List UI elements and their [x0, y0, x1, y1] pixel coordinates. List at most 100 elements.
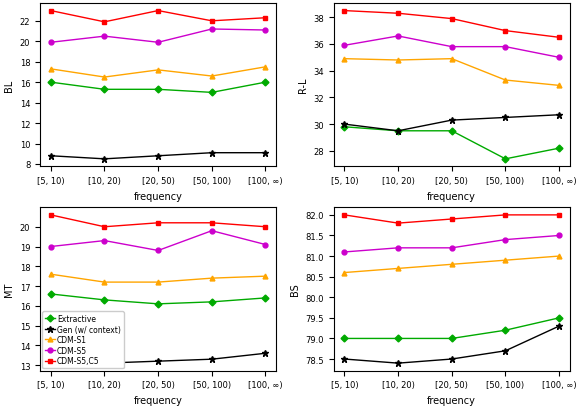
Gen (w/ context) [155, 359, 162, 364]
Gen (w/ context) [502, 348, 509, 353]
CDM-S5 [395, 246, 402, 251]
CDM-S1 [395, 266, 402, 271]
CDM-S1 [556, 254, 563, 259]
Line: Extractive: Extractive [48, 81, 268, 96]
Y-axis label: BS: BS [290, 283, 300, 296]
CDM-S5,C5 [341, 9, 348, 14]
CDM-S5 [502, 45, 509, 50]
X-axis label: frequency: frequency [427, 191, 476, 201]
Extractive [395, 129, 402, 134]
Extractive [101, 88, 108, 92]
CDM-S5,C5 [101, 225, 108, 229]
Extractive [556, 146, 563, 151]
Line: CDM-S5,C5: CDM-S5,C5 [342, 213, 562, 226]
Line: Gen (w/ context): Gen (w/ context) [341, 112, 563, 135]
Gen (w/ context) [556, 324, 563, 329]
CDM-S5,C5 [448, 17, 455, 22]
Line: CDM-S1: CDM-S1 [48, 65, 268, 80]
Gen (w/ context) [395, 361, 402, 366]
Line: Gen (w/ context): Gen (w/ context) [47, 350, 269, 367]
Gen (w/ context) [502, 116, 509, 121]
CDM-S1 [47, 272, 54, 277]
CDM-S5 [341, 250, 348, 255]
Gen (w/ context) [155, 154, 162, 159]
CDM-S5,C5 [395, 221, 402, 226]
CDM-S5 [448, 45, 455, 50]
Line: CDM-S5: CDM-S5 [48, 229, 268, 253]
Line: CDM-S1: CDM-S1 [342, 254, 562, 275]
CDM-S1 [208, 74, 215, 79]
CDM-S5 [47, 245, 54, 249]
CDM-S1 [502, 79, 509, 83]
CDM-S1 [155, 280, 162, 285]
CDM-S5,C5 [101, 20, 108, 25]
Line: Extractive: Extractive [342, 316, 562, 341]
Gen (w/ context) [101, 361, 108, 366]
CDM-S5 [341, 44, 348, 49]
CDM-S5,C5 [395, 12, 402, 17]
Extractive [395, 336, 402, 341]
CDM-S1 [502, 258, 509, 263]
CDM-S5,C5 [502, 29, 509, 34]
CDM-S5 [155, 41, 162, 46]
CDM-S5 [448, 246, 455, 251]
Extractive [208, 300, 215, 305]
CDM-S5 [101, 35, 108, 40]
CDM-S1 [262, 274, 269, 279]
Line: CDM-S5: CDM-S5 [48, 27, 268, 45]
CDM-S5,C5 [448, 217, 455, 222]
Line: Extractive: Extractive [342, 125, 562, 162]
CDM-S1 [341, 57, 348, 62]
CDM-S5 [47, 41, 54, 46]
X-axis label: frequency: frequency [134, 395, 183, 405]
Extractive [556, 316, 563, 321]
Y-axis label: MT: MT [4, 282, 14, 297]
Gen (w/ context) [47, 353, 54, 358]
CDM-S1 [47, 67, 54, 72]
X-axis label: frequency: frequency [134, 191, 183, 201]
CDM-S5,C5 [208, 221, 215, 226]
Line: CDM-S5,C5: CDM-S5,C5 [48, 213, 268, 229]
Extractive [502, 157, 509, 162]
Legend: Extractive, Gen (w/ context), CDM-S1, CDM-S5, CDM-S5,C5: Extractive, Gen (w/ context), CDM-S1, CD… [42, 311, 124, 369]
Gen (w/ context) [101, 157, 108, 162]
Extractive [341, 125, 348, 130]
CDM-S5 [155, 248, 162, 253]
Extractive [155, 302, 162, 307]
Extractive [448, 336, 455, 341]
Gen (w/ context) [341, 122, 348, 127]
Line: CDM-S5: CDM-S5 [342, 34, 562, 61]
CDM-S5,C5 [155, 9, 162, 14]
CDM-S5,C5 [47, 213, 54, 218]
Line: CDM-S1: CDM-S1 [342, 57, 562, 89]
CDM-S5 [101, 238, 108, 243]
Extractive [47, 292, 54, 297]
Extractive [262, 81, 269, 85]
Gen (w/ context) [448, 357, 455, 362]
CDM-S5 [556, 234, 563, 238]
Line: CDM-S5,C5: CDM-S5,C5 [48, 9, 268, 25]
Gen (w/ context) [448, 118, 455, 123]
Gen (w/ context) [262, 151, 269, 156]
Line: Extractive: Extractive [48, 292, 268, 306]
X-axis label: frequency: frequency [427, 395, 476, 405]
CDM-S1 [262, 65, 269, 70]
Gen (w/ context) [556, 113, 563, 118]
CDM-S5 [556, 56, 563, 61]
Line: CDM-S5: CDM-S5 [342, 234, 562, 255]
CDM-S1 [448, 57, 455, 62]
CDM-S5,C5 [262, 225, 269, 229]
CDM-S5,C5 [47, 9, 54, 14]
Extractive [448, 129, 455, 134]
CDM-S5,C5 [502, 213, 509, 218]
Gen (w/ context) [341, 357, 348, 362]
Gen (w/ context) [47, 154, 54, 159]
Extractive [208, 91, 215, 96]
CDM-S5 [262, 29, 269, 34]
CDM-S5,C5 [556, 213, 563, 218]
CDM-S1 [101, 280, 108, 285]
Line: CDM-S1: CDM-S1 [48, 272, 268, 285]
Line: Gen (w/ context): Gen (w/ context) [341, 323, 563, 367]
CDM-S5,C5 [556, 36, 563, 40]
Gen (w/ context) [208, 357, 215, 362]
